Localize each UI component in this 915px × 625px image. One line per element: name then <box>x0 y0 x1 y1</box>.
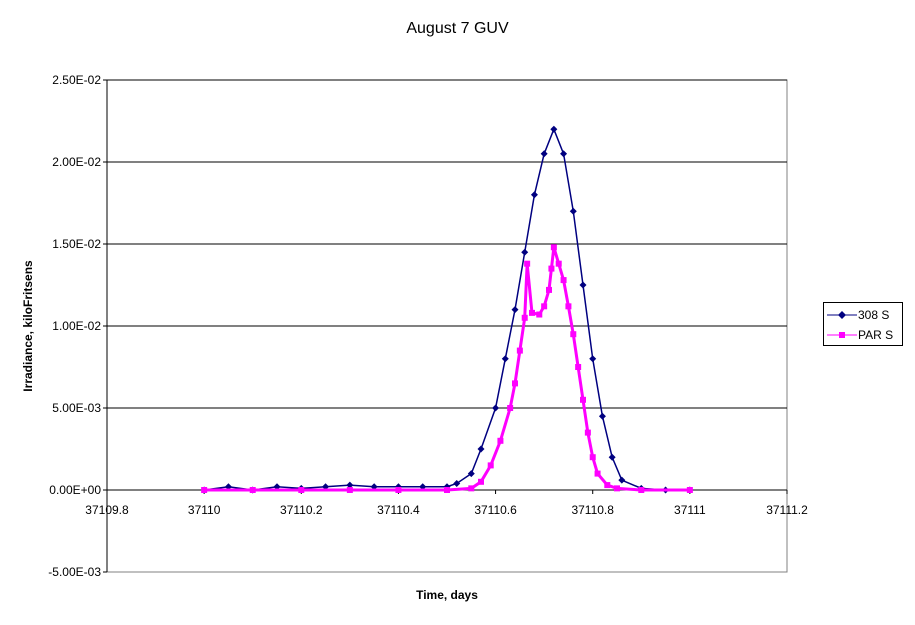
data-point <box>555 260 562 267</box>
data-point <box>579 281 587 289</box>
y-tick-label: 2.50E-02 <box>52 73 101 87</box>
data-point <box>492 404 500 412</box>
data-point <box>521 314 528 321</box>
x-tick-label: 37110 <box>188 503 221 517</box>
data-point <box>598 412 606 420</box>
data-point <box>546 286 552 293</box>
data-point <box>614 485 620 492</box>
square-marker-icon <box>827 332 857 338</box>
y-tick-label: 2.00E-02 <box>52 155 101 169</box>
x-tick-label: 37110.6 <box>474 503 517 517</box>
series-pars <box>201 244 693 493</box>
data-point <box>346 481 354 489</box>
chart-title: August 7 GUV <box>406 20 509 37</box>
data-point <box>550 125 558 133</box>
data-point <box>477 445 485 453</box>
x-tick-label: 37110.4 <box>377 503 420 517</box>
data-point <box>529 309 535 316</box>
diamond-marker-icon <box>827 311 857 319</box>
legend-label-308s: 308 S <box>858 308 890 322</box>
tick-labels: -5.00E-03 0.00E+00 5.00E-03 1.00E-02 1.50E-0… <box>48 73 808 579</box>
data-point <box>548 265 555 272</box>
x-tick-label: 37110.2 <box>280 503 323 517</box>
data-point <box>419 483 427 491</box>
x-tick-label: 37109.8 <box>85 503 129 517</box>
data-point <box>524 260 531 267</box>
y-tick-label: 1.00E-02 <box>52 319 101 333</box>
data-point <box>501 355 509 363</box>
data-point <box>560 150 568 158</box>
data-point <box>478 478 484 485</box>
y-tick-label: 1.50E-02 <box>52 237 101 251</box>
data-point <box>536 311 543 318</box>
data-point <box>541 303 548 310</box>
data-point <box>569 207 577 215</box>
data-point <box>594 470 601 477</box>
series-layer <box>200 125 694 494</box>
data-point <box>201 487 208 493</box>
legend-item-308s: 308 S <box>824 307 902 323</box>
data-point <box>618 476 626 484</box>
data-point <box>540 150 548 158</box>
data-point <box>273 483 281 491</box>
data-point <box>453 479 461 487</box>
data-point <box>322 483 330 491</box>
series-308s <box>200 125 694 494</box>
gridlines <box>107 79 787 409</box>
data-point <box>589 454 596 461</box>
data-point <box>370 483 378 491</box>
data-point <box>487 462 494 469</box>
data-point <box>512 380 518 387</box>
data-point <box>224 483 232 491</box>
data-point <box>395 487 402 493</box>
data-point <box>444 487 450 493</box>
data-point <box>589 355 597 363</box>
legend: 308 S PAR S <box>823 302 903 346</box>
y-tick-label: 0.00E+00 <box>49 483 101 497</box>
data-point <box>467 470 475 478</box>
data-point <box>580 396 586 403</box>
data-point <box>686 487 693 493</box>
data-point <box>550 244 557 251</box>
y-tick-label: 5.00E-03 <box>52 401 101 415</box>
data-point <box>570 331 577 338</box>
data-point <box>298 487 305 493</box>
series-line <box>204 246 690 492</box>
data-point <box>346 487 353 493</box>
data-point <box>468 485 475 492</box>
data-point <box>565 303 572 310</box>
data-point <box>511 306 519 314</box>
legend-label-pars: PAR S <box>858 328 894 342</box>
x-tick-label: 37111 <box>674 503 706 517</box>
data-point <box>584 429 591 436</box>
data-point <box>521 248 529 256</box>
x-axis-title: Time, days <box>416 588 478 602</box>
data-point <box>560 277 567 284</box>
data-point <box>516 347 523 354</box>
data-point <box>249 487 256 493</box>
data-point <box>575 364 582 370</box>
y-tick-label: -5.00E-03 <box>48 565 101 579</box>
data-point <box>604 482 611 489</box>
data-point <box>638 487 645 493</box>
data-point <box>507 405 514 411</box>
x-tick-label: 37111.2 <box>766 503 808 517</box>
data-point <box>608 453 616 461</box>
data-point <box>530 191 538 199</box>
x-tick-label: 37110.8 <box>571 503 614 517</box>
data-point <box>497 437 504 444</box>
y-axis-title: Irradiance, kiloFritsens <box>21 260 35 392</box>
legend-item-pars: PAR S <box>824 327 902 343</box>
